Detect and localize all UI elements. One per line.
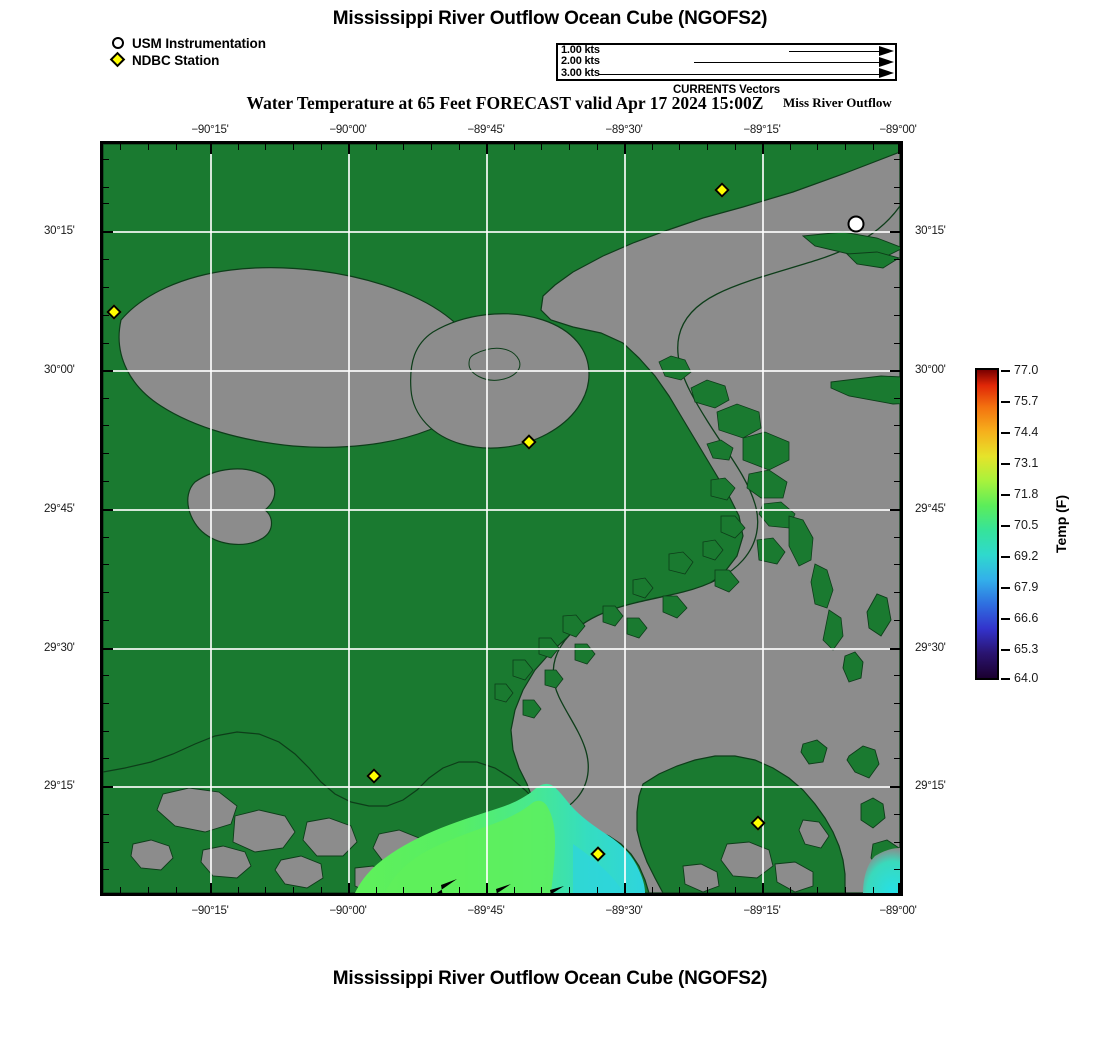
currents-vector-legend: 1.00 kts 2.00 kts 3.00 kts: [556, 43, 897, 81]
current-vector-arrow: [550, 886, 564, 893]
currents-arrowhead-1: [879, 45, 894, 56]
currents-label-2: 2.00 kts: [561, 55, 600, 68]
graticule-line-vertical: [624, 144, 626, 893]
colorbar-tick: [1001, 370, 1010, 372]
chart-subtitle: Water Temperature at 65 Feet FORECAST va…: [246, 93, 764, 113]
x-tick-label-top: −89°45': [467, 124, 505, 136]
colorbar-tick-label: 77.0: [1014, 363, 1039, 377]
graticule-line-vertical: [210, 144, 212, 893]
x-tick-label-top: −89°00': [879, 124, 917, 136]
current-vector-arrow: [436, 879, 457, 893]
x-tick-label-top: −89°15': [743, 124, 781, 136]
colorbar-tick: [1001, 678, 1010, 680]
colorbar-title: Temp (F): [1053, 494, 1069, 554]
legend-label-usm: USM Instrumentation: [132, 36, 266, 51]
y-tick-label-right: 30°15': [915, 225, 946, 237]
colorbar-tick-label: 64.0: [1014, 671, 1039, 685]
colorbar-tick-label: 74.4: [1014, 425, 1039, 439]
legend-item-usm: USM Instrumentation: [110, 36, 370, 52]
graticule-line-horizontal: [103, 231, 900, 233]
legend-item-ndbc: NDBC Station: [109, 51, 370, 69]
colorbar-tick: [1001, 463, 1010, 465]
currents-shaft-1: [789, 51, 879, 52]
map-container[interactable]: [100, 141, 903, 896]
circle-marker-icon: [112, 37, 124, 49]
colorbar-tick: [1001, 401, 1010, 403]
temperature-field: [355, 783, 900, 893]
graticule-line-horizontal: [103, 786, 900, 788]
x-tick-label-bottom: −89°00': [879, 905, 917, 917]
map-coastline-raster: [103, 144, 900, 893]
y-tick-label-right: 30°00': [915, 364, 946, 376]
currents-arrowhead-3: [879, 68, 894, 79]
graticule-line-horizontal: [103, 370, 900, 372]
currents-arrowhead-2: [879, 56, 894, 67]
usm-instrumentation-marker[interactable]: [847, 215, 865, 233]
current-vector-arrow: [496, 884, 511, 893]
colorbar-tick: [1001, 618, 1010, 620]
station-legend: USM Instrumentation NDBC Station: [109, 36, 370, 70]
currents-legend-caption: CURRENTS Vectors: [672, 84, 781, 96]
graticule-line-vertical: [900, 144, 902, 893]
chart-subtitle-region: Miss River Outflow: [783, 95, 892, 110]
colorbar-gradient: [975, 368, 999, 680]
colorbar-tick-label: 67.9: [1014, 580, 1039, 594]
y-tick-label-left: 29°45': [44, 503, 75, 515]
page-title: Mississippi River Outflow Ocean Cube (NG…: [332, 8, 768, 29]
footer-title: Mississippi River Outflow Ocean Cube (NG…: [332, 968, 768, 989]
colorbar-tick-label: 75.7: [1014, 394, 1039, 408]
legend-label-ndbc: NDBC Station: [132, 53, 220, 68]
currents-entry-2: 2.00 kts: [558, 55, 895, 68]
colorbar-tick-label: 65.3: [1014, 642, 1039, 656]
y-tick-label-left: 29°30': [44, 642, 75, 654]
map-plot-area[interactable]: [100, 141, 903, 896]
currents-entry-1: 1.00 kts: [558, 44, 895, 56]
colorbar-tick: [1001, 525, 1010, 527]
x-tick-label-bottom: −90°15': [191, 905, 229, 917]
y-tick-label-left: 29°15': [44, 780, 75, 792]
x-tick-label-top: −90°15': [191, 124, 229, 136]
diamond-marker-icon: [109, 51, 126, 68]
colorbar-tick: [1001, 432, 1010, 434]
colorbar-tick: [1001, 649, 1010, 651]
colorbar-tick-label: 70.5: [1014, 518, 1039, 532]
x-tick-label-top: −89°30': [605, 124, 643, 136]
currents-label-1: 1.00 kts: [561, 44, 600, 56]
colorbar-tick-label: 73.1: [1014, 456, 1039, 470]
currents-shaft-3: [599, 73, 879, 75]
graticule-line-horizontal: [103, 509, 900, 511]
y-tick-label-right: 29°30': [915, 642, 946, 654]
colorbar[interactable]: 77.0 75.7 74.4 73.1 71.8 70.5 69.2 67.9 …: [975, 363, 1095, 685]
y-tick-label-left: 30°00': [44, 364, 75, 376]
x-tick-label-bottom: −89°15': [743, 905, 781, 917]
currents-shaft-2: [694, 62, 879, 64]
colorbar-tick: [1001, 587, 1010, 589]
colorbar-tick-label: 69.2: [1014, 549, 1039, 563]
y-tick-label-right: 29°15': [915, 780, 946, 792]
graticule-line-horizontal: [103, 648, 900, 650]
currents-label-3: 3.00 kts: [561, 66, 600, 79]
graticule-line-vertical: [486, 144, 488, 893]
currents-entry-3: 3.00 kts: [558, 66, 895, 79]
colorbar-tick: [1001, 556, 1010, 558]
graticule-line-vertical: [762, 144, 764, 893]
colorbar-tick-label: 66.6: [1014, 611, 1039, 625]
colorbar-tick-label: 71.8: [1014, 487, 1039, 501]
x-tick-label-top: −90°00': [329, 124, 367, 136]
x-tick-label-bottom: −90°00': [329, 905, 367, 917]
y-tick-label-right: 29°45': [915, 503, 946, 515]
x-tick-label-bottom: −89°45': [467, 905, 505, 917]
y-tick-label-left: 30°15': [44, 225, 75, 237]
colorbar-tick: [1001, 494, 1010, 496]
x-tick-label-bottom: −89°30': [605, 905, 643, 917]
graticule-line-vertical: [348, 144, 350, 893]
